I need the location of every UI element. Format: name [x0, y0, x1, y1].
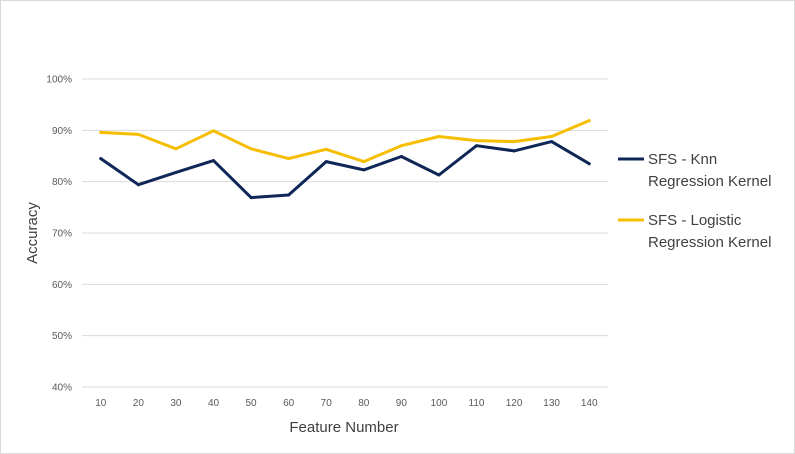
y-tick-label: 50% — [52, 331, 72, 342]
data-point — [174, 170, 178, 174]
data-point — [99, 157, 103, 161]
data-point — [512, 140, 516, 144]
data-point — [437, 134, 441, 138]
x-tick-label: 60 — [283, 398, 295, 409]
y-tick-label: 60% — [52, 280, 72, 291]
x-tick-label: 80 — [358, 398, 370, 409]
x-tick-label: 30 — [170, 398, 182, 409]
legend-label: SFS - Logistic — [648, 212, 742, 229]
legend-label: SFS - Knn — [648, 151, 717, 168]
y-tick-label: 40% — [52, 383, 72, 394]
data-point — [475, 139, 478, 143]
legend-label: Regression Kernel — [648, 173, 771, 190]
data-point — [212, 159, 215, 163]
data-point — [287, 157, 291, 161]
series-line — [99, 119, 591, 164]
y-tick-label: 100% — [46, 75, 72, 86]
series-lines — [99, 119, 591, 200]
data-point — [324, 147, 328, 151]
x-axis-title: Feature Number — [289, 419, 398, 436]
y-tick-labels: 40% 50% 60% 70% 80% 90% 100% — [46, 75, 72, 394]
data-point — [587, 119, 591, 123]
y-tick-label: 70% — [52, 229, 72, 240]
data-point — [587, 162, 591, 166]
data-point — [249, 196, 253, 200]
data-point — [437, 173, 441, 177]
legend-item-2: SFS - Logistic Regression Kernel — [618, 212, 771, 251]
legend-label: Regression Kernel — [648, 234, 771, 251]
data-point — [512, 149, 516, 153]
y-axis-title: Accuracy — [24, 202, 41, 264]
x-tick-label: 90 — [396, 398, 408, 409]
data-point — [249, 147, 253, 151]
x-tick-label: 110 — [469, 398, 485, 409]
data-point — [324, 160, 328, 164]
x-tick-labels: 10 20 30 40 50 60 70 80 90 100 110 120 130 140 — [95, 398, 598, 409]
x-tick-label: 10 — [95, 398, 107, 409]
data-point — [136, 132, 140, 136]
data-point — [475, 144, 478, 148]
x-tick-label: 20 — [133, 398, 145, 409]
data-point — [399, 155, 403, 159]
x-tick-label: 100 — [431, 398, 448, 409]
legend-item-1: SFS - Knn Regression Kernel — [618, 151, 771, 190]
data-point — [399, 144, 403, 148]
data-point — [287, 193, 291, 197]
x-tick-label: 40 — [208, 398, 220, 409]
x-tick-label: 70 — [321, 398, 333, 409]
gridlines — [82, 78, 608, 388]
data-point — [174, 147, 178, 151]
series-1 — [99, 140, 591, 200]
data-point — [550, 140, 554, 144]
y-tick-label: 90% — [52, 126, 72, 137]
data-point — [212, 129, 215, 133]
data-point — [99, 130, 103, 134]
x-tick-label: 120 — [506, 398, 523, 409]
x-tick-label: 130 — [543, 398, 560, 409]
x-tick-label: 140 — [581, 398, 598, 409]
y-tick-label: 80% — [52, 177, 72, 188]
data-point — [362, 168, 366, 172]
series-line — [99, 140, 591, 200]
series-2 — [99, 119, 591, 164]
data-point — [362, 160, 366, 164]
x-tick-label: 50 — [246, 398, 258, 409]
data-point — [136, 183, 140, 187]
data-point — [550, 134, 554, 138]
